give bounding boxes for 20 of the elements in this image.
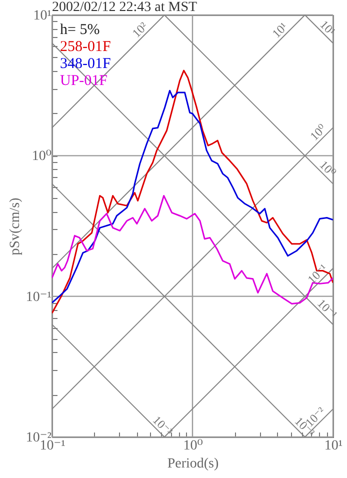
annotation: 10² xyxy=(129,19,151,40)
text: 348-01F xyxy=(60,56,111,72)
chart-title: 2002/02/12 22:43 at MST xyxy=(52,0,198,15)
y-tick-label: 10¹ xyxy=(33,8,52,24)
annotation: h= 5% xyxy=(60,22,100,38)
annotation: 10⁰ xyxy=(307,121,330,144)
annotation: 10¹ xyxy=(269,19,291,41)
y-tick-label: 10⁰ xyxy=(32,149,52,164)
annotation: 10⁻¹ xyxy=(304,260,330,287)
annotation: 10⁰ xyxy=(316,158,339,180)
y-tick-label: 10⁻¹ xyxy=(26,290,52,305)
annotation: 10⁻¹ xyxy=(314,296,340,322)
y-axis-title: pSv(cm/s) xyxy=(8,197,23,256)
annotation: 10⁻³ xyxy=(150,412,176,439)
annotation: 10¹ xyxy=(317,17,338,39)
text: 258-01F xyxy=(60,39,111,55)
text: UP-01F xyxy=(60,73,108,89)
x-tick-label: 10⁰ xyxy=(183,438,204,454)
x-axis-title: Period(s) xyxy=(167,456,219,472)
x-tick-label: 10¹ xyxy=(324,438,343,454)
